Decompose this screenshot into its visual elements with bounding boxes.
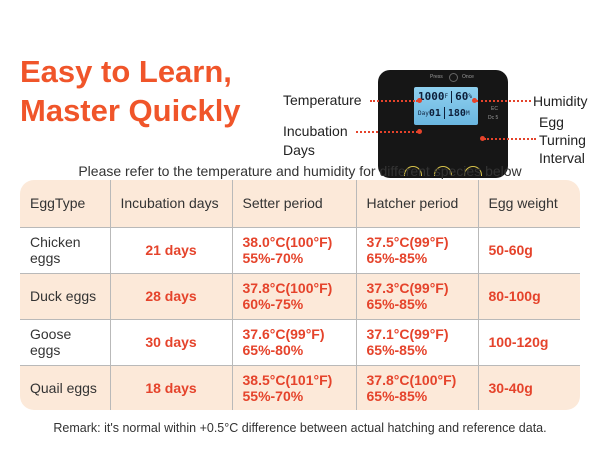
table-intro: Please refer to the temperature and humi… — [78, 163, 522, 179]
callout-incubation-line-2: Days — [283, 142, 315, 158]
cell-setter-period: 38.0°C(100°F) 55%-70% — [232, 227, 357, 274]
table-row: Chicken eggs 21 days 38.0°C(100°F) 55%-7… — [20, 227, 580, 274]
device-side-label-2: Dc 5 — [488, 115, 499, 121]
species-table: EggType Incubation days Setter period Ha… — [20, 180, 580, 410]
cell-setter-period: 38.5°C(101°F) 55%-70% — [232, 365, 357, 410]
callout-incubation-leader — [356, 131, 418, 133]
lcd-turning-value: 180 — [447, 107, 466, 119]
table-row: Duck eggs 28 days 37.8°C(100°F) 60%-75% … — [20, 273, 580, 320]
callout-humidity: Humidity — [533, 93, 588, 109]
callout-egg-turning-line-3: Interval — [539, 150, 585, 166]
callout-humidity-leader — [476, 100, 531, 102]
headline: Easy to Learn, Master Quickly — [20, 52, 241, 130]
lcd-day-value: 01 — [428, 107, 441, 119]
callout-egg-turning-leader — [484, 138, 536, 140]
callout-egg-turning-line-2: Turning — [539, 132, 586, 148]
callout-temperature: Temperature — [283, 92, 362, 108]
callout-incubation-dot — [417, 129, 422, 134]
cell-egg-weight: 100-120g — [478, 319, 580, 366]
table-row: Quail eggs 18 days 38.5°C(101°F) 55%-70%… — [20, 365, 580, 410]
lcd-temperature-unit: F — [444, 93, 449, 100]
callout-egg-turning-dot — [480, 136, 485, 141]
incubator-control-panel: Press Once EC Dc 5 1000 F 60 % Day 01 18… — [378, 70, 508, 178]
lcd-humidity-unit: % — [468, 93, 472, 100]
lcd-divider-2 — [443, 107, 445, 119]
header-incubation-days: Incubation days — [110, 180, 233, 228]
lcd-day-label: Day — [418, 109, 429, 117]
table-header-row: EggType Incubation days Setter period Ha… — [20, 180, 580, 228]
cell-hatcher-period: 37.8°C(100°F) 65%-85% — [356, 365, 479, 410]
cell-incubation-days: 18 days — [110, 365, 233, 410]
cell-egg-type: Quail eggs — [20, 365, 111, 410]
header-egg-weight: Egg weight — [478, 180, 580, 228]
remark-note: Remark: it's normal within +0.5°C differ… — [53, 421, 547, 435]
lcd-divider — [451, 90, 453, 103]
cell-egg-weight: 30-40g — [478, 365, 580, 410]
cell-egg-type: Goose eggs — [20, 319, 111, 366]
headline-line-1: Easy to Learn, — [20, 54, 232, 89]
cell-hatcher-period: 37.5°C(99°F) 65%-85% — [356, 227, 479, 274]
callout-egg-turning-line-1: Egg — [539, 114, 564, 130]
headline-line-2: Master Quickly — [20, 93, 241, 128]
callout-incubation-line-1: Incubation — [283, 123, 348, 139]
cell-incubation-days: 30 days — [110, 319, 233, 366]
device-top-label-1: Press — [430, 74, 443, 80]
cell-incubation-days: 21 days — [110, 227, 233, 274]
lcd-screen: 1000 F 60 % Day 01 180 M — [414, 87, 478, 125]
cell-setter-period: 37.8°C(100°F) 60%-75% — [232, 273, 357, 320]
cell-setter-period: 37.6°C(99°F) 65%-80% — [232, 319, 357, 366]
cell-egg-weight: 80-100g — [478, 273, 580, 320]
device-top-label-2: Once — [462, 74, 474, 80]
cell-egg-type: Chicken eggs — [20, 227, 111, 274]
callout-temperature-leader — [370, 100, 418, 102]
device-side-label-1: EC — [491, 106, 498, 112]
header-setter-period: Setter period — [232, 180, 357, 228]
cell-hatcher-period: 37.1°C(99°F) 65%-85% — [356, 319, 479, 366]
lcd-temperature-value: 1000 — [418, 90, 445, 103]
callout-temperature-dot — [417, 98, 422, 103]
header-egg-type: EggType — [20, 180, 111, 228]
table-row: Goose eggs 30 days 37.6°C(99°F) 65%-80% … — [20, 319, 580, 366]
cell-hatcher-period: 37.3°C(99°F) 65%-85% — [356, 273, 479, 320]
callout-humidity-dot — [472, 98, 477, 103]
cell-incubation-days: 28 days — [110, 273, 233, 320]
lcd-turning-unit: M — [465, 109, 470, 117]
cell-egg-weight: 50-60g — [478, 227, 580, 274]
press-button-icon — [449, 73, 458, 82]
header-hatcher-period: Hatcher period — [356, 180, 479, 228]
lcd-humidity-value: 60 — [455, 90, 469, 103]
cell-egg-type: Duck eggs — [20, 273, 111, 320]
